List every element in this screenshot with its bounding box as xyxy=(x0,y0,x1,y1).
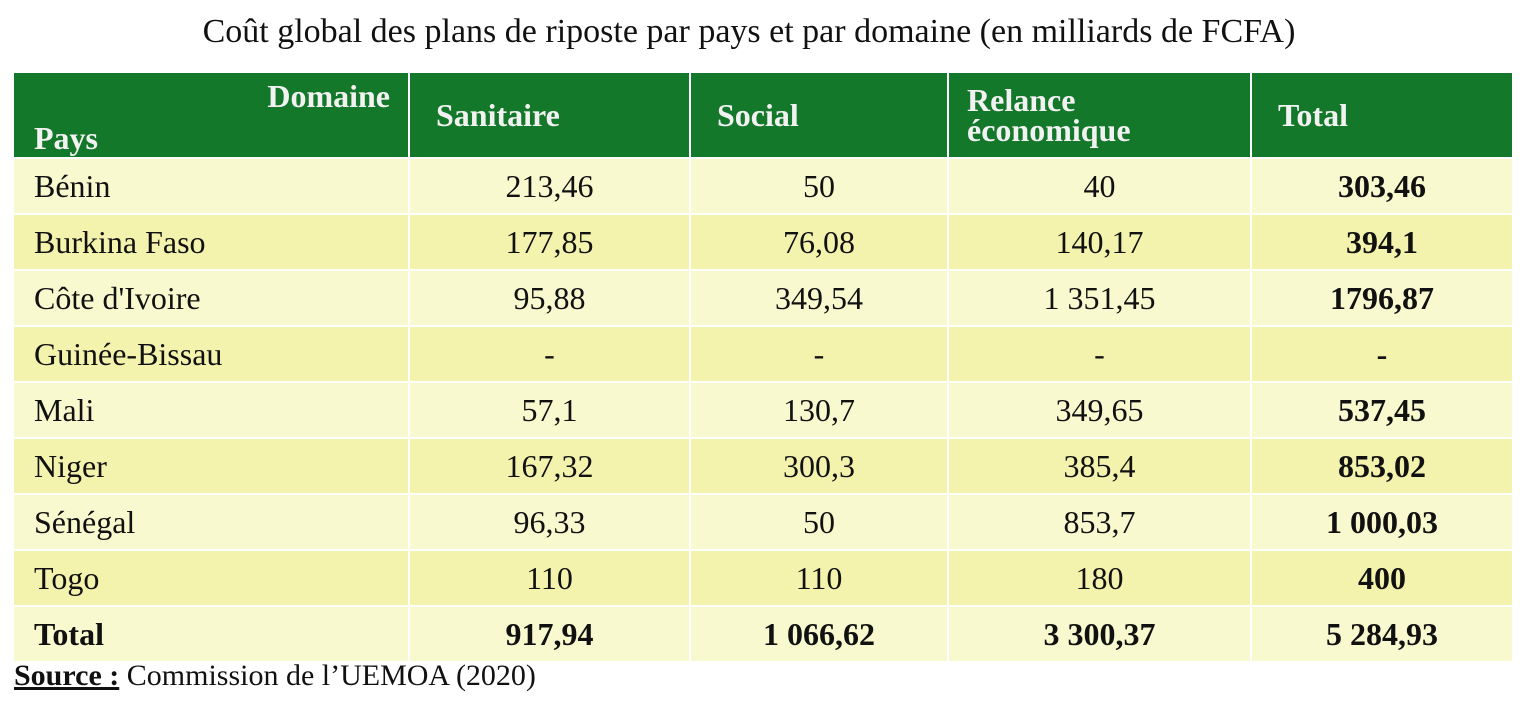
table-row: Togo 110 110 180 400 xyxy=(14,549,1512,606)
country-cell: Mali xyxy=(14,381,410,438)
value-cell: 50 xyxy=(690,493,949,550)
value-cell: 50 xyxy=(690,157,949,214)
value-cell: 57,1 xyxy=(409,381,691,438)
value-cell: 300,3 xyxy=(690,437,949,494)
value-cell: - xyxy=(409,325,691,382)
table-row: Niger 167,32 300,3 385,4 853,02 xyxy=(14,437,1512,494)
value-cell: 130,7 xyxy=(690,381,949,438)
value-cell: 303,46 xyxy=(1251,157,1512,214)
value-cell: 167,32 xyxy=(409,437,691,494)
country-cell: Bénin xyxy=(14,157,410,214)
country-cell: Niger xyxy=(14,437,410,494)
total-value-cell: 3 300,37 xyxy=(948,605,1252,661)
value-cell: 537,45 xyxy=(1251,381,1512,438)
header-domaine: Domaine xyxy=(267,78,390,114)
value-cell: 110 xyxy=(409,549,691,606)
value-cell: 95,88 xyxy=(409,269,691,326)
source-text: Commission de l’UEMOA (2020) xyxy=(126,659,536,692)
total-row: Total 917,94 1 066,62 3 300,37 5 284,93 xyxy=(14,605,1512,661)
header-total: Total xyxy=(1251,73,1512,158)
corner-header: Domaine Pays xyxy=(14,73,410,158)
value-cell: 394,1 xyxy=(1251,213,1512,270)
header-relance: Relance économique xyxy=(948,73,1252,158)
country-cell: Burkina Faso xyxy=(14,213,410,270)
header-pays: Pays xyxy=(34,120,98,156)
value-cell: - xyxy=(690,325,949,382)
header-sanitaire: Sanitaire xyxy=(409,73,691,158)
value-cell: 180 xyxy=(948,549,1252,606)
value-cell: 385,4 xyxy=(948,437,1252,494)
source-note: Source : Commission de l’UEMOA (2020) xyxy=(14,656,536,696)
header-row: Domaine Pays Sanitaire Social Relance éc… xyxy=(14,73,1512,158)
table-row: Burkina Faso 177,85 76,08 140,17 394,1 xyxy=(14,213,1512,270)
table-row: Mali 57,1 130,7 349,65 537,45 xyxy=(14,381,1512,438)
header-social: Social xyxy=(690,73,949,158)
cost-table: Domaine Pays Sanitaire Social Relance éc… xyxy=(14,73,1512,661)
table-row: Bénin 213,46 50 40 303,46 xyxy=(14,157,1512,214)
value-cell: 853,7 xyxy=(948,493,1252,550)
total-label-cell: Total xyxy=(14,605,410,661)
total-value-cell: 917,94 xyxy=(409,605,691,661)
country-cell: Sénégal xyxy=(14,493,410,550)
table-row: Côte d'Ivoire 95,88 349,54 1 351,45 1796,87 xyxy=(14,269,1512,326)
value-cell: 177,85 xyxy=(409,213,691,270)
value-cell: 110 xyxy=(690,549,949,606)
value-cell: 96,33 xyxy=(409,493,691,550)
value-cell: 1 000,03 xyxy=(1251,493,1512,550)
value-cell: 853,02 xyxy=(1251,437,1512,494)
value-cell: - xyxy=(1251,325,1512,382)
value-cell: 213,46 xyxy=(409,157,691,214)
total-value-cell: 1 066,62 xyxy=(690,605,949,661)
value-cell: - xyxy=(948,325,1252,382)
value-cell: 140,17 xyxy=(948,213,1252,270)
value-cell: 76,08 xyxy=(690,213,949,270)
value-cell: 1 351,45 xyxy=(948,269,1252,326)
country-cell: Togo xyxy=(14,549,410,606)
value-cell: 349,65 xyxy=(948,381,1252,438)
value-cell: 1796,87 xyxy=(1251,269,1512,326)
table-row: Sénégal 96,33 50 853,7 1 000,03 xyxy=(14,493,1512,550)
table-row: Guinée-Bissau - - - - xyxy=(14,325,1512,382)
country-cell: Guinée-Bissau xyxy=(14,325,410,382)
value-cell: 400 xyxy=(1251,549,1512,606)
country-cell: Côte d'Ivoire xyxy=(14,269,410,326)
value-cell: 349,54 xyxy=(690,269,949,326)
chart-title: Coût global des plans de riposte par pay… xyxy=(202,13,1296,50)
value-cell: 40 xyxy=(948,157,1252,214)
source-label: Source : xyxy=(14,659,120,692)
total-value-cell: 5 284,93 xyxy=(1251,605,1512,661)
